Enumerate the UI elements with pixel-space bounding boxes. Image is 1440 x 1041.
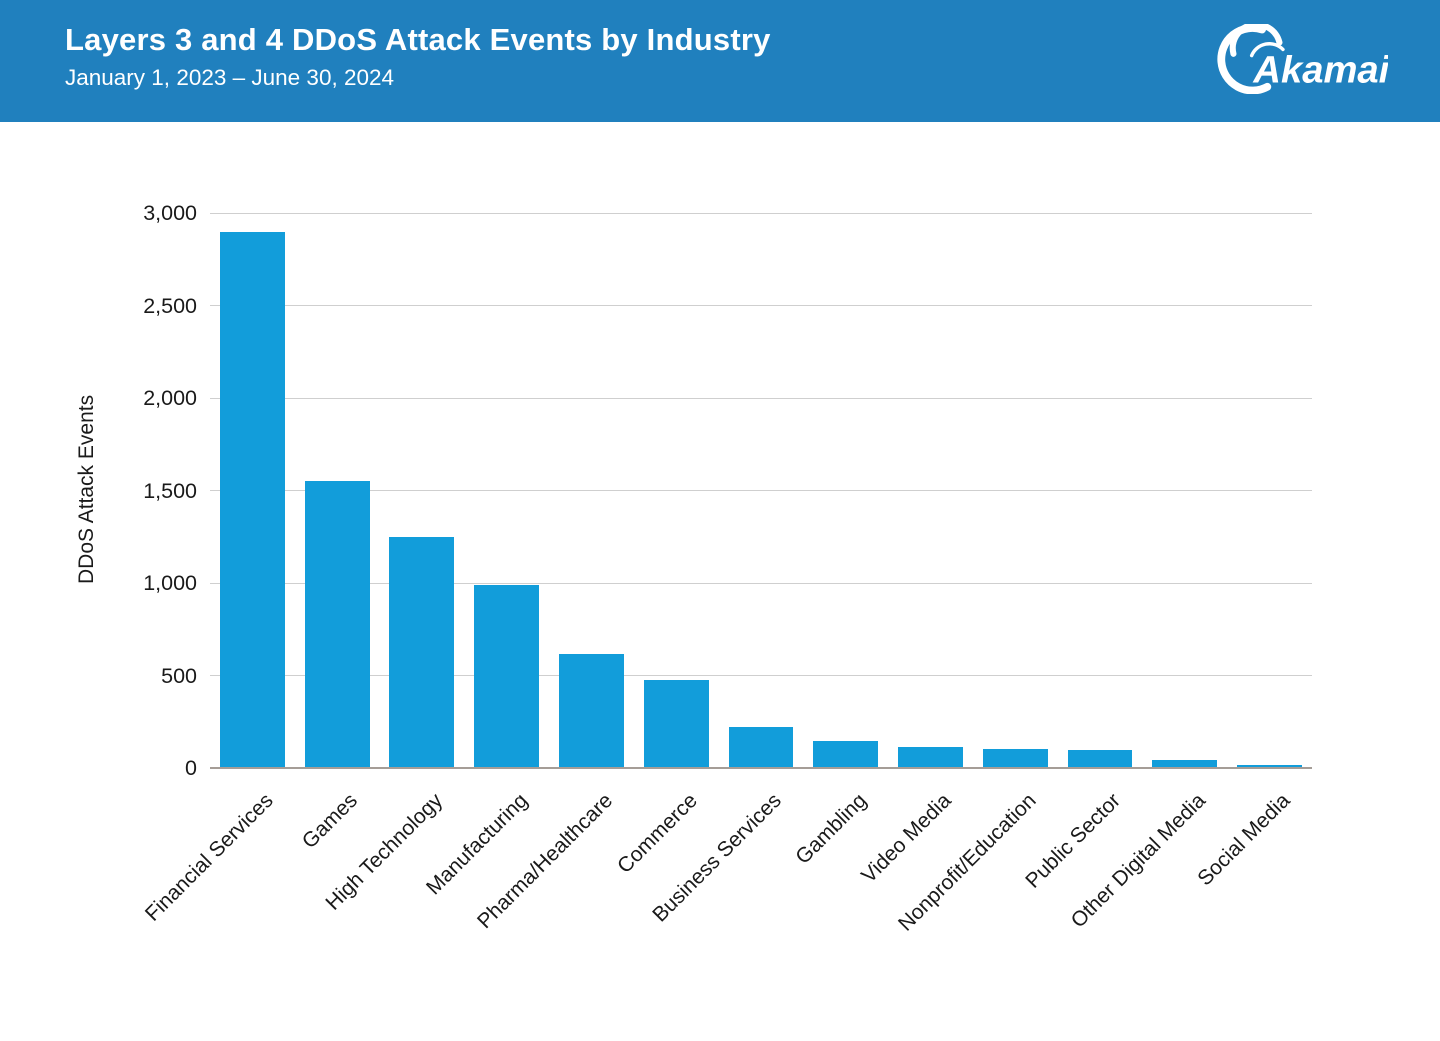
x-label-public-sector: Public Sector: [1021, 789, 1126, 893]
x-label-manufacturing: Manufacturing: [421, 789, 532, 900]
x-label-high-technology: High Technology: [321, 789, 448, 915]
header-banner: Layers 3 and 4 DDoS Attack Events by Ind…: [0, 0, 1440, 122]
gridline-2000: [210, 397, 1312, 399]
akamai-logo-text: Akamai: [1252, 48, 1388, 91]
bar-social-media: [1237, 765, 1303, 768]
y-tick-label: 3,000: [143, 201, 197, 225]
bar-video-media: [898, 746, 963, 768]
gridline-3000: [210, 212, 1312, 214]
bar-pharma-healthcare: [559, 654, 624, 768]
bar-other-digital-media: [1152, 759, 1218, 768]
x-label-gambling: Gambling: [791, 789, 872, 869]
bar-business-services: [728, 727, 794, 768]
akamai-swoosh-icon: Akamai: [1217, 21, 1391, 95]
y-tick-label: 2,000: [143, 386, 197, 410]
y-tick-label: 500: [161, 663, 197, 688]
bar-nonprofit-education: [982, 748, 1048, 768]
bar-high-technology: [389, 536, 455, 768]
page-title: Layers 3 and 4 DDoS Attack Events by Ind…: [65, 22, 771, 57]
plot-area: [210, 212, 1312, 769]
y-tick-label: 1,500: [143, 478, 197, 503]
x-label-other-digital-media: Other Digital Media: [1066, 789, 1211, 933]
x-label-business-services: Business Services: [648, 789, 787, 927]
akamai-logo: Akamai: [1210, 21, 1391, 99]
x-label-games: Games: [298, 789, 363, 854]
bar-commerce: [643, 680, 709, 768]
bar-gambling: [813, 741, 879, 768]
x-label-social-media: Social Media: [1193, 789, 1295, 891]
x-label-video-media: Video Media: [857, 789, 956, 888]
y-axis-ticks: 0 500 1,000 1,500 2,000 2,500 3,000: [0, 0, 197, 1041]
y-tick-label: 0: [185, 756, 197, 780]
gridline-500: [210, 675, 1312, 676]
x-axis-line: [210, 767, 1312, 769]
bar-public-sector: [1067, 749, 1133, 768]
x-label-pharma-healthcare: Pharma/Healthcare: [472, 789, 617, 934]
x-label-nonprofit-education: Nonprofit/Education: [893, 789, 1041, 936]
header-titles: Layers 3 and 4 DDoS Attack Events by Ind…: [65, 22, 771, 91]
bar-financial-services: [219, 231, 285, 768]
gridline-2500: [210, 305, 1312, 306]
x-label-commerce: Commerce: [612, 789, 702, 878]
gridline-1000: [210, 582, 1312, 584]
page-subtitle: January 1, 2023 – June 30, 2024: [65, 65, 395, 90]
gridline-1500: [210, 490, 1312, 491]
y-tick-label: 1,000: [143, 571, 197, 595]
bar-games: [304, 481, 370, 768]
y-tick-label: 2,500: [143, 293, 197, 318]
bar-manufacturing: [474, 584, 540, 768]
